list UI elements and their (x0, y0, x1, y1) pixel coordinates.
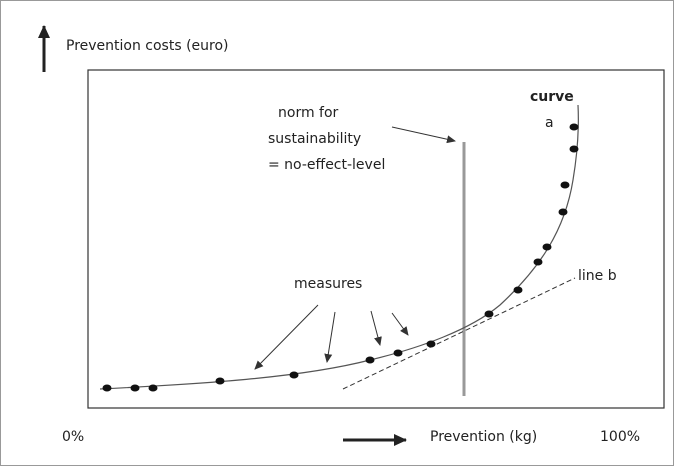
point (215, 377, 225, 385)
point (560, 181, 570, 189)
point (426, 340, 436, 348)
arrow (370, 310, 382, 346)
x-axis-label: Prevention (kg) (430, 429, 537, 445)
point (484, 310, 494, 318)
arrow (391, 312, 409, 336)
point (102, 384, 112, 392)
point (569, 123, 579, 131)
point (393, 349, 403, 357)
measures-arrows (254, 304, 409, 370)
curve-name: a (545, 115, 554, 131)
point (148, 384, 158, 392)
point (289, 371, 299, 379)
norm-label: sustainability (268, 131, 361, 147)
line-label: line b (578, 268, 617, 284)
measure-points (102, 123, 579, 392)
point (365, 356, 375, 364)
point (513, 286, 523, 294)
point (130, 384, 140, 392)
norm-label: norm for (278, 105, 339, 121)
norm-arrow (391, 126, 456, 144)
y-axis-label: Prevention costs (euro) (66, 38, 229, 54)
measures-label: measures (294, 276, 362, 292)
point (558, 208, 568, 216)
curve-title: curve (530, 89, 574, 105)
line-b (342, 277, 576, 390)
arrow (254, 304, 319, 370)
norm-label: = no-effect-level (268, 157, 385, 173)
plot-box (87, 69, 665, 409)
point (542, 243, 552, 251)
arrow (324, 311, 336, 363)
curve-a (99, 104, 579, 390)
x-end: 100% (600, 429, 640, 445)
point (533, 258, 543, 266)
x-start: 0% (62, 429, 84, 445)
point (569, 145, 579, 153)
